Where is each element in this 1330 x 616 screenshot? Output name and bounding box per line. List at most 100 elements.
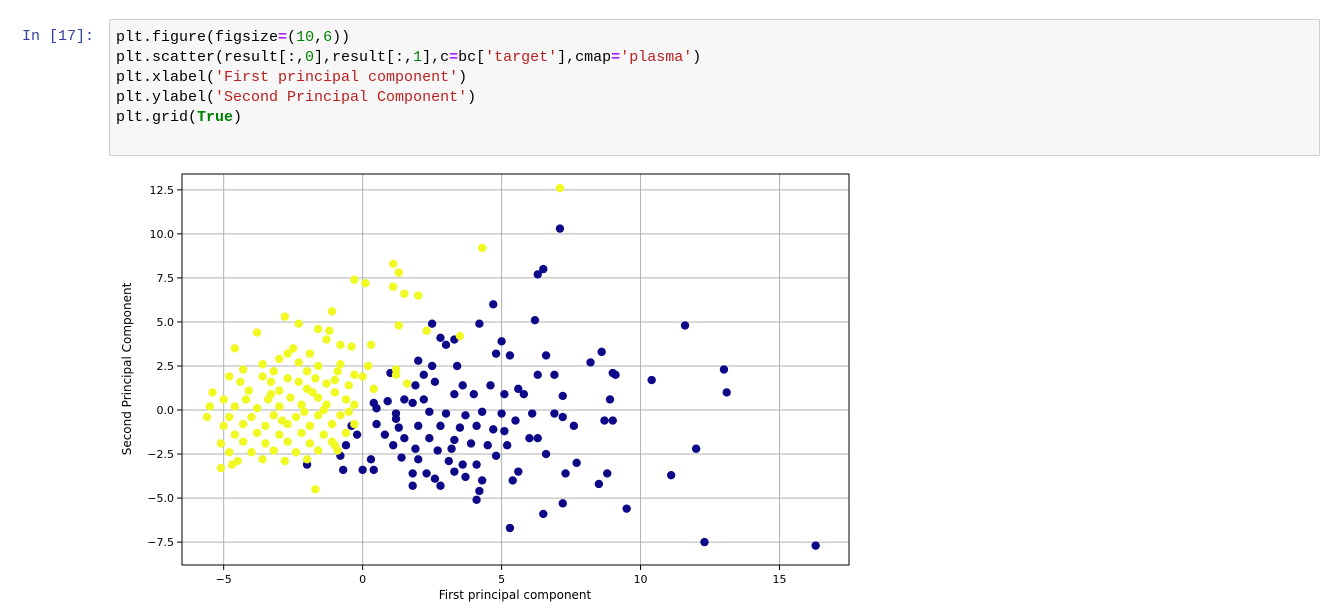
scatter-point [541, 449, 551, 459]
code-token: 1 [413, 49, 423, 66]
scatter-point [477, 476, 487, 485]
scatter-point [527, 409, 537, 418]
scatter-point [352, 430, 362, 439]
scatter-point [389, 259, 398, 269]
scatter-point [514, 467, 523, 476]
scatter-point [719, 365, 729, 374]
x-axis-label: First principal component [439, 588, 592, 602]
x-tick-label: 15 [773, 573, 787, 586]
scatter-point [452, 361, 462, 371]
scatter-point [594, 479, 604, 489]
scatter-point [408, 398, 417, 408]
scatter-point [500, 426, 509, 436]
scatter-point [436, 421, 445, 431]
scatter-point [533, 270, 542, 279]
scatter-point [400, 395, 409, 404]
scatter-point [283, 349, 292, 358]
scatter-point [258, 455, 267, 464]
code-token: 'plasma' [620, 49, 693, 66]
scatter-chart: −5 0 5 10 15 −7.5 −5.0 −2.5 0.0 2.5 5.0 7.5 10.0 12.… [120, 173, 850, 602]
cell-output: −5 0 5 10 15 −7.5 −5.0 −2.5 0.0 2.5 5.0 7.5 10.0 12.… [109, 160, 869, 610]
scatter-point [647, 375, 656, 385]
scatter-point [330, 388, 340, 397]
scatter-point [313, 411, 323, 420]
scatter-point [447, 444, 456, 453]
scatter-point [369, 465, 378, 475]
scatter-point [286, 393, 295, 402]
scatter-point [691, 444, 701, 453]
scatter-point [500, 389, 509, 399]
scatter-point [336, 411, 345, 420]
scatter-point [469, 389, 479, 399]
y-tick-label: 7.5 [157, 272, 175, 285]
scatter-point [227, 460, 237, 469]
y-tick-label: 12.5 [150, 184, 175, 197]
scatter-point [569, 421, 579, 431]
scatter-point [555, 224, 565, 233]
scatter-point [539, 509, 548, 519]
scatter-point [216, 439, 226, 448]
scatter-point [238, 419, 248, 429]
scatter-point [461, 411, 470, 420]
y-tick-label: 2.5 [157, 360, 175, 373]
code-token: = [278, 29, 288, 46]
code-token: ) [233, 109, 243, 126]
scatter-point [608, 368, 617, 378]
scatter-point [305, 349, 315, 358]
scatter-point [341, 441, 351, 450]
code-token: )) [332, 29, 351, 46]
code-line[interactable]: plt.scatter(result[:,0],result[:,1],c=bc… [116, 48, 1313, 68]
scatter-point [311, 485, 320, 494]
code-line[interactable]: plt.figure(figsize=(10,6)) [116, 28, 1313, 48]
scatter-point [258, 360, 267, 369]
scatter-point [219, 421, 228, 431]
scatter-point [811, 541, 820, 550]
scatter-point [436, 481, 445, 490]
scatter-point [491, 349, 501, 358]
scatter-point [511, 416, 520, 425]
cell-prompt: In [17]: [22, 28, 95, 45]
code-token: 0 [305, 49, 315, 66]
scatter-point [247, 448, 256, 457]
scatter-point [341, 395, 351, 404]
scatter-point [244, 386, 253, 395]
y-tick-label: −7.5 [147, 536, 174, 549]
scatter-point [605, 395, 615, 404]
scatter-point [491, 451, 501, 461]
scatter-point [572, 458, 581, 468]
code-token: plt.figure(figsize [116, 29, 279, 46]
scatter-point [277, 416, 287, 425]
code-cell-input[interactable]: plt.figure(figsize=(10,6)) plt.scatter(re… [109, 19, 1320, 156]
scatter-point [383, 397, 392, 406]
scatter-point [444, 456, 453, 466]
scatter-point [313, 361, 323, 371]
scatter-point [497, 409, 506, 418]
scatter-point [391, 414, 401, 424]
scatter-point [366, 455, 376, 464]
code-line[interactable]: plt.grid(True) [116, 108, 1313, 128]
code-token: plt.scatter(result[:, [116, 49, 306, 66]
code-line[interactable]: plt.ylabel('Second Principal Component') [116, 88, 1313, 108]
code-token: plt.grid( [116, 109, 198, 126]
code-token: ],result[:, [314, 49, 414, 66]
scatter-point [486, 381, 495, 390]
code-token: , [314, 29, 324, 46]
scatter-point [441, 340, 451, 350]
scatter-point [291, 412, 301, 422]
scatter-point [400, 289, 409, 298]
scatter-point [280, 312, 290, 321]
code-line[interactable]: plt.xlabel('First principal component') [116, 68, 1313, 88]
scatter-point [313, 393, 323, 402]
scatter-point [252, 328, 262, 337]
x-tick-label: 5 [498, 573, 505, 586]
scatter-point [322, 335, 331, 344]
scatter-point [458, 381, 467, 390]
scatter-point [600, 416, 609, 425]
scatter-point [327, 307, 337, 316]
code-token: ) [458, 69, 468, 86]
scatter-point [586, 358, 595, 367]
scatter-point [350, 275, 359, 284]
scatter-point [477, 407, 487, 416]
x-tick-label: 10 [634, 573, 648, 586]
code-token: ) [467, 89, 477, 106]
